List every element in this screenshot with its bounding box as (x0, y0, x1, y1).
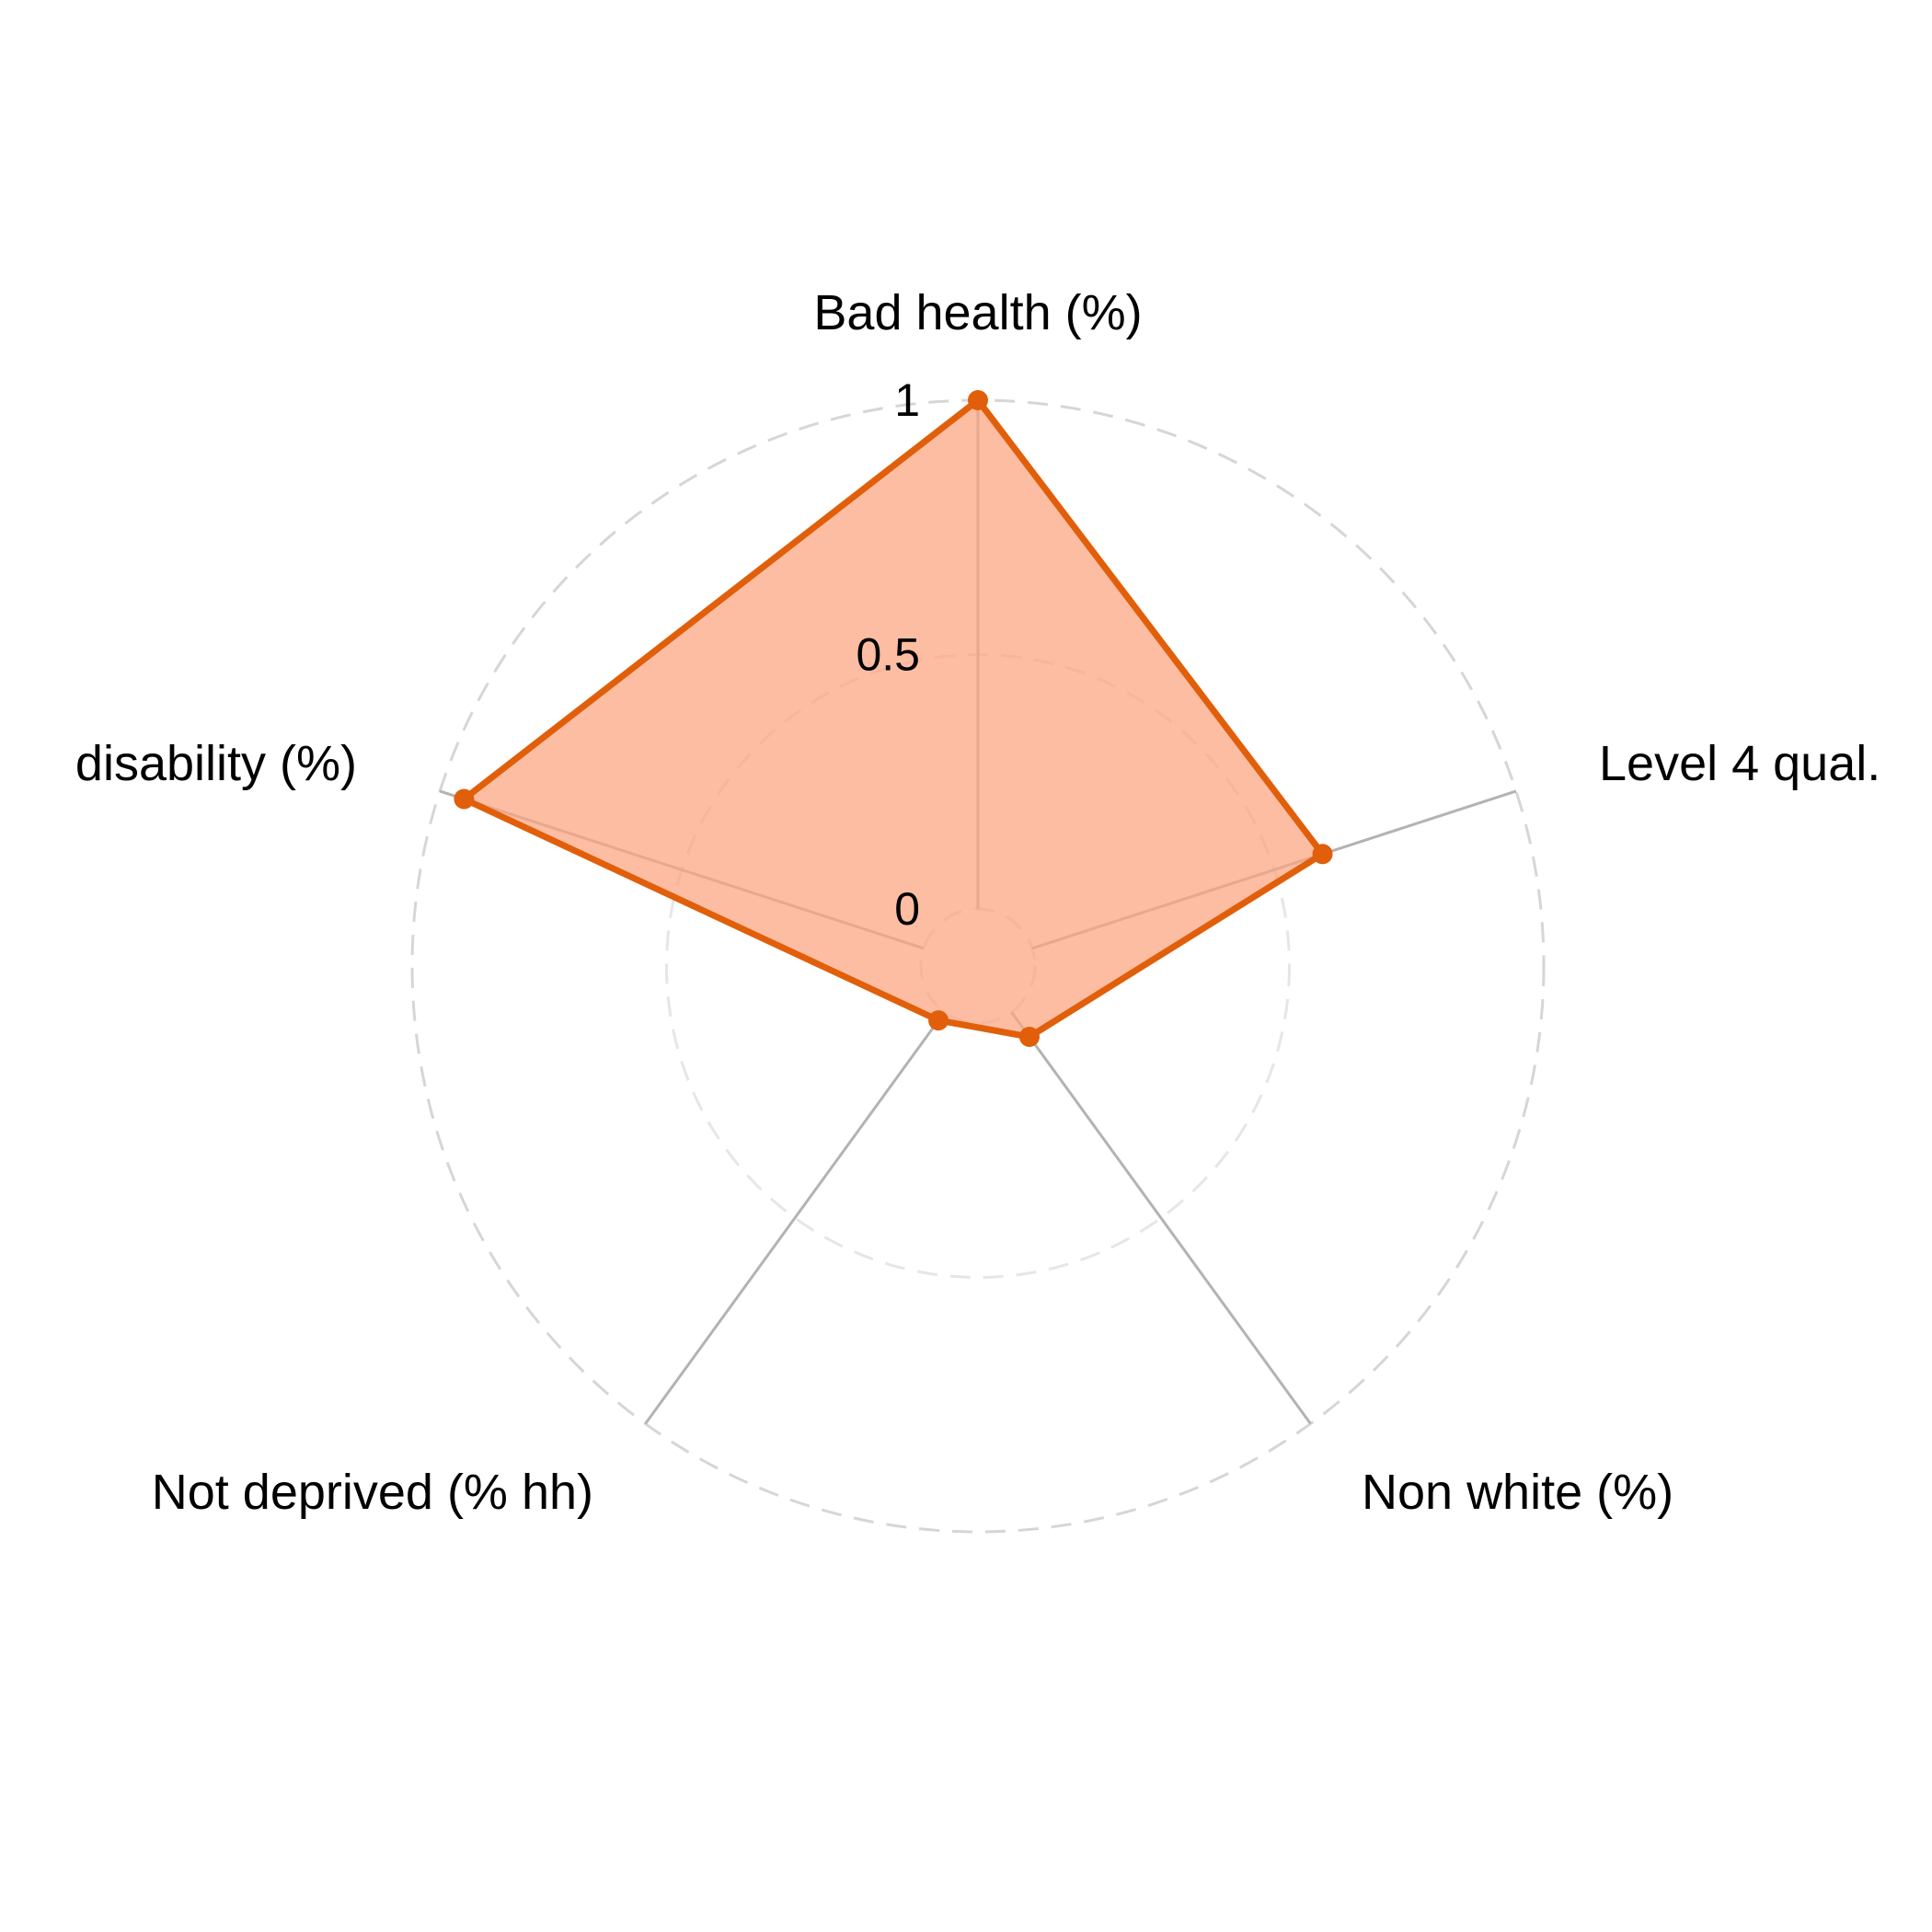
tick-label-0-5: 0.5 (856, 629, 920, 681)
series-point (928, 1010, 949, 1031)
series-point (1312, 844, 1333, 865)
axis-label-non-white: Non white (%) (1362, 1465, 1673, 1520)
series-point (968, 390, 988, 410)
radial-tick-labels: 0 0.5 1 (856, 374, 920, 935)
series-point (454, 788, 475, 810)
series-area (460, 397, 1326, 1041)
axis-spoke (1010, 1011, 1312, 1425)
tick-label-0: 0 (894, 883, 920, 935)
tick-label-1: 1 (894, 374, 920, 426)
axis-label-bad-health: Bad health (%) (813, 285, 1142, 340)
data-series (454, 390, 1333, 1048)
axis-label-level-4-qual: Level 4 qual. (1599, 736, 1880, 791)
axis-spoke (644, 1011, 946, 1425)
series-point (1018, 1027, 1040, 1048)
axis-label-disability: disability (%) (75, 736, 357, 791)
axis-labels: Bad health (%) Level 4 qual. Non white (… (75, 285, 1880, 1520)
axis-label-not-deprived: Not deprived (% hh) (152, 1465, 593, 1520)
